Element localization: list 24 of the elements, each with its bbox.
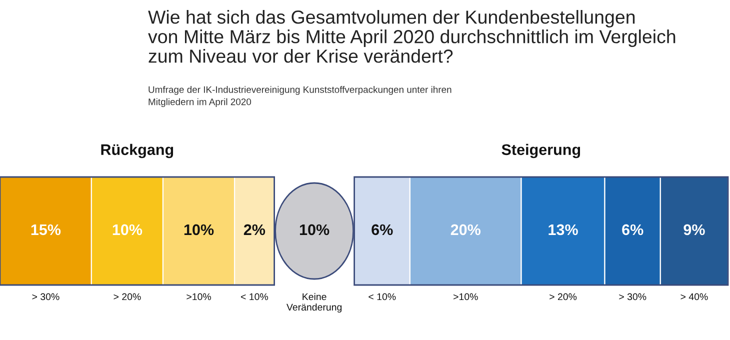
text: Steigerung <box>502 144 580 158</box>
category-label: < 10% <box>368 293 396 300</box>
data-label: 2% <box>244 224 266 236</box>
category-label: > 40% <box>680 293 708 300</box>
category-label: >10% <box>454 293 478 300</box>
data-label: 10% <box>300 224 330 236</box>
category-label: < 10% <box>240 293 268 300</box>
data-label: 10% <box>184 224 214 236</box>
data-label: 13% <box>548 224 578 236</box>
data-label: 6% <box>622 224 644 236</box>
data-label: 9% <box>684 224 705 236</box>
data-label: 20% <box>450 224 481 236</box>
data-label: 6% <box>372 224 393 236</box>
text: Rückgang <box>101 144 174 158</box>
category-label: >10% <box>186 293 211 300</box>
text: Umfrage der IK-Industrievereinigung Kunststoffverpackungen unter ihren Mitgliedern im April 2020 <box>148 86 452 108</box>
text: Wie hat sich das Gesamtvolumen der Kundenbestellungen von Mitte März bis Mitte April 2020 durchschnittlich im Vergleich zum Niveau vor der Krise verändert? <box>148 10 676 63</box>
category-label: > 20% <box>114 293 141 300</box>
data-label: 10% <box>112 224 142 236</box>
category-label: Keine Veränderung <box>286 293 342 313</box>
data-label: 15% <box>31 224 61 236</box>
category-label: > 30% <box>32 293 60 300</box>
category-label: > 20% <box>550 293 577 300</box>
category-label: > 30% <box>619 293 646 300</box>
